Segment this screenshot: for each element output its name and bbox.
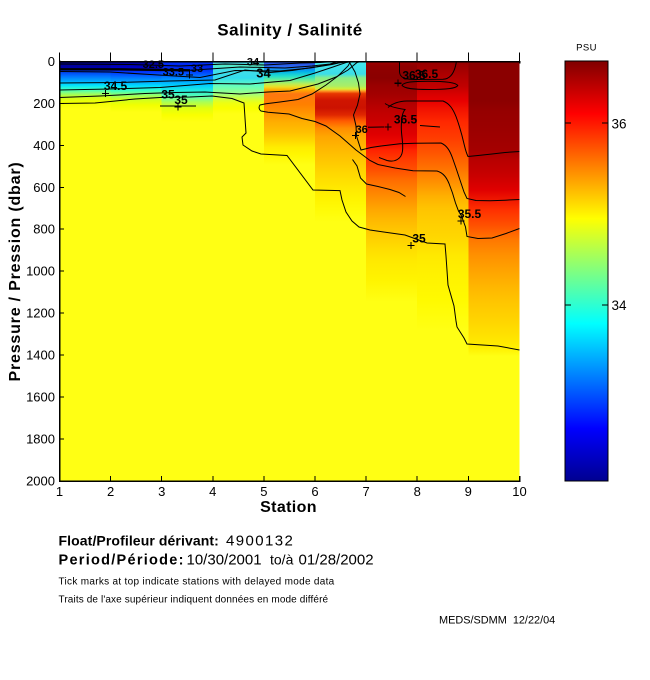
svg-text:8: 8 <box>414 484 421 499</box>
svg-text:33: 33 <box>191 63 203 75</box>
svg-text:Traits de l'axe supérieur indi: Traits de l'axe supérieur indiquent donn… <box>59 595 329 606</box>
svg-text:1800: 1800 <box>26 431 55 446</box>
svg-text:200: 200 <box>33 96 55 111</box>
svg-text:35.5: 35.5 <box>458 207 482 221</box>
svg-text:7: 7 <box>362 484 369 499</box>
svg-text:1200: 1200 <box>26 306 55 321</box>
svg-text:34: 34 <box>612 298 628 313</box>
svg-text:1: 1 <box>56 484 63 499</box>
svg-text:36.5: 36.5 <box>402 69 426 83</box>
svg-text:MEDS/SDMM 12/22/04: MEDS/SDMM 12/22/04 <box>439 615 555 627</box>
svg-text:35: 35 <box>161 88 175 102</box>
svg-text:34: 34 <box>247 57 260 69</box>
svg-text:36.5: 36.5 <box>394 113 418 127</box>
svg-text:5: 5 <box>260 484 267 499</box>
svg-text:400: 400 <box>33 138 55 153</box>
svg-text:3: 3 <box>158 484 165 499</box>
svg-text:2000: 2000 <box>26 473 55 488</box>
svg-text:33.5: 33.5 <box>163 66 184 78</box>
svg-text:36: 36 <box>356 124 368 136</box>
svg-text:600: 600 <box>33 180 55 195</box>
svg-text:36: 36 <box>612 117 627 132</box>
svg-text:800: 800 <box>33 222 55 237</box>
svg-text:Station: Station <box>260 499 317 516</box>
svg-text:6: 6 <box>311 484 318 499</box>
svg-text:35: 35 <box>412 232 426 246</box>
svg-text:Salinity / Salinité: Salinity / Salinité <box>217 21 363 40</box>
svg-text:1600: 1600 <box>26 390 55 405</box>
svg-text:1400: 1400 <box>26 348 55 363</box>
svg-text:Pressure / Pression (dbar): Pressure / Pression (dbar) <box>7 162 24 382</box>
svg-text:4: 4 <box>209 484 216 499</box>
svg-text:0: 0 <box>48 54 55 69</box>
svg-text:10: 10 <box>512 484 526 499</box>
svg-text:34: 34 <box>256 66 271 81</box>
svg-text:Float/Profileur dérivant:49001: Float/Profileur dérivant: 4900132 <box>59 533 295 550</box>
svg-text:9: 9 <box>465 484 472 499</box>
svg-text:35: 35 <box>174 93 188 107</box>
svg-text:1000: 1000 <box>26 264 55 279</box>
svg-text:2: 2 <box>107 484 114 499</box>
svg-text:Tick marks at top indicate sta: Tick marks at top indicate stations with… <box>59 577 335 588</box>
svg-text:36.5: 36.5 <box>415 67 439 81</box>
svg-text:PSU: PSU <box>576 42 597 53</box>
svg-text:34.5: 34.5 <box>104 79 128 93</box>
